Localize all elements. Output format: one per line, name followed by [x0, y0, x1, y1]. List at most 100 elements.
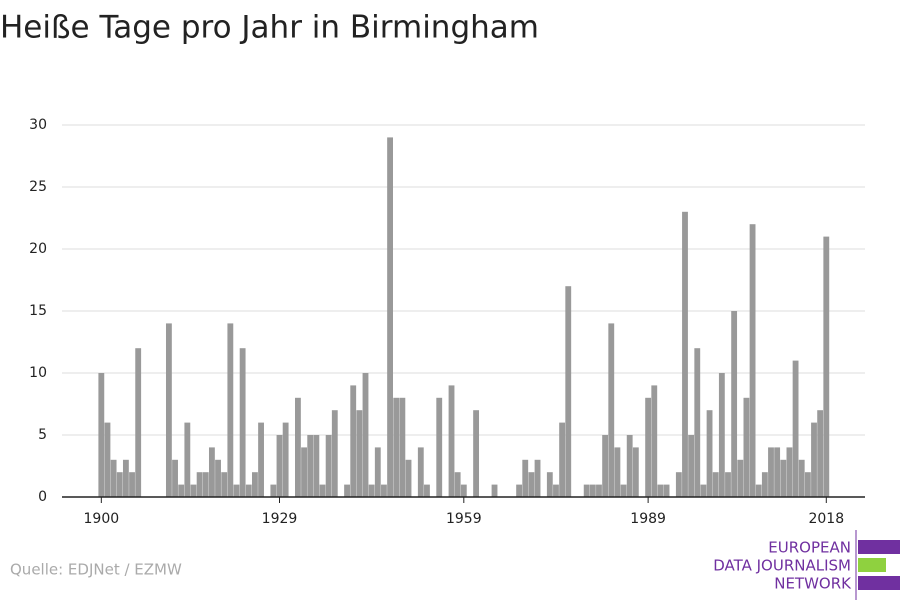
bar [675, 472, 682, 497]
bar [780, 459, 787, 497]
bar [491, 484, 498, 497]
bar [245, 484, 252, 497]
bar [325, 435, 332, 497]
bar [301, 447, 307, 497]
chart-title: Heiße Tage pro Jahr in Birmingham [0, 10, 539, 46]
bar [473, 410, 480, 497]
x-tick-label: 2018 [808, 511, 844, 527]
y-tick-label: 20 [29, 241, 47, 257]
bar [712, 472, 719, 497]
bar [817, 410, 824, 497]
y-tick-label: 30 [29, 117, 47, 133]
bar [798, 459, 805, 497]
bar [202, 472, 209, 497]
bar [368, 484, 375, 497]
bar [393, 397, 400, 497]
logo-text: EUROPEAN [768, 539, 851, 557]
bar [116, 472, 123, 497]
bar [688, 435, 695, 497]
bar [405, 459, 412, 497]
bar [165, 323, 172, 497]
bar [657, 484, 664, 497]
y-tick-label: 25 [29, 179, 47, 195]
bar [823, 236, 830, 497]
bar [731, 311, 738, 497]
logo: EUROPEAN DATA JOURNALISM NETWORK [713, 530, 900, 600]
bar [565, 286, 572, 497]
bar [602, 435, 609, 497]
bar [546, 472, 553, 497]
bar [239, 348, 246, 497]
y-tick-label: 5 [38, 427, 47, 443]
bar [528, 472, 535, 497]
bar [258, 422, 264, 497]
bar [774, 447, 781, 497]
bar [196, 472, 203, 497]
bar [276, 435, 283, 497]
bar [424, 484, 430, 497]
bar [313, 435, 320, 497]
bar [516, 484, 523, 497]
bar [583, 484, 590, 497]
bar [620, 484, 627, 497]
bar [559, 422, 566, 497]
bar [184, 422, 191, 497]
bar [282, 422, 289, 497]
y-tick-label: 10 [29, 365, 47, 381]
bar [436, 397, 443, 497]
bar [331, 410, 338, 497]
bar [804, 472, 811, 497]
bar [215, 459, 221, 497]
bar [448, 385, 455, 497]
logo-bar [858, 576, 900, 590]
bar [694, 348, 701, 497]
bar [399, 397, 406, 497]
logo-bar [858, 540, 900, 554]
logo-bar [858, 558, 886, 572]
bar [178, 484, 185, 497]
x-tick-label: 1900 [84, 511, 120, 527]
bar [344, 484, 350, 497]
bar [589, 484, 596, 497]
bar [172, 459, 178, 497]
bar [251, 472, 258, 497]
x-tick-label: 1959 [446, 511, 482, 527]
bar [761, 472, 768, 497]
bar [350, 385, 357, 497]
bar [755, 484, 762, 497]
bar [811, 422, 817, 497]
logo-text: DATA JOURNALISM [713, 557, 851, 575]
bar [227, 323, 234, 497]
bar [295, 397, 301, 497]
bar [534, 459, 541, 497]
bar [725, 472, 731, 497]
bar [737, 459, 744, 497]
y-tick-label: 0 [38, 489, 47, 505]
bar [307, 435, 314, 497]
source: Quelle: EDJNet / EZMW [10, 561, 182, 579]
bar [221, 472, 228, 497]
bar [553, 484, 559, 497]
x-tick-label: 1989 [630, 511, 666, 527]
bar [122, 459, 129, 497]
bar [381, 484, 387, 497]
bar [663, 484, 670, 497]
bar [110, 459, 117, 497]
bar [129, 472, 135, 497]
bar [190, 484, 197, 497]
x-tick-label: 1929 [262, 511, 298, 527]
bar [522, 459, 529, 497]
bar [626, 435, 633, 497]
bar [387, 137, 393, 497]
bar [98, 373, 105, 497]
bar [460, 484, 467, 497]
bar [454, 472, 461, 497]
bar [356, 410, 363, 497]
bar [104, 422, 111, 497]
bar [645, 397, 652, 497]
bar [700, 484, 707, 497]
bar [596, 484, 602, 497]
bar [706, 410, 713, 497]
bar [792, 360, 799, 497]
